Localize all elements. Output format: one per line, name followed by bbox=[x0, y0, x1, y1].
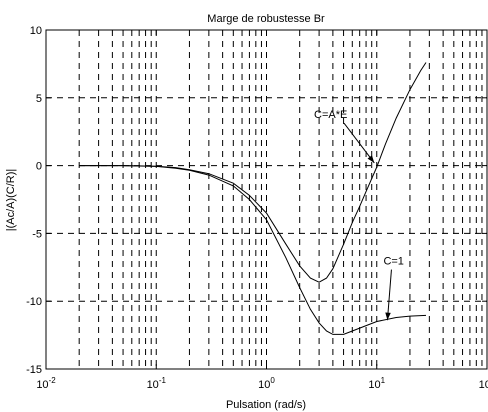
x-tick-label: 10-1 bbox=[147, 376, 167, 391]
annotation-arrow bbox=[343, 122, 375, 164]
series-line-2 bbox=[79, 165, 427, 335]
x-tick-label: 10-2 bbox=[36, 376, 56, 391]
grid bbox=[46, 30, 487, 369]
series-line-1 bbox=[79, 62, 427, 283]
annotation-label: C=1 bbox=[383, 256, 404, 268]
axes-ticks: -15 -10 -5 0 5 10 10-2 10-1 100 101 102 bbox=[26, 25, 488, 391]
x-tick-label: 100 bbox=[258, 376, 275, 391]
annotation-label: C=A*E bbox=[314, 109, 347, 121]
y-tick-label: -15 bbox=[26, 364, 42, 376]
annotation-arrowhead bbox=[385, 312, 391, 321]
y-axis-label: |(Ac/A)(C/R)| bbox=[5, 169, 17, 232]
y-tick-label: 5 bbox=[36, 93, 42, 105]
y-tick-label: 0 bbox=[36, 161, 42, 173]
chart-title: Marge de robustesse Br bbox=[207, 13, 325, 25]
series-group bbox=[79, 62, 427, 335]
annotation-arrowhead bbox=[367, 155, 375, 163]
y-tick-label: -10 bbox=[26, 296, 42, 308]
annotation-arrow bbox=[386, 269, 392, 321]
x-tick-label: 102 bbox=[479, 376, 488, 391]
annotations: C=A*E C=1 bbox=[314, 109, 404, 321]
y-tick-label: 10 bbox=[30, 25, 42, 37]
y-tick-label: -5 bbox=[32, 228, 42, 240]
x-axis-label: Pulsation (rad/s) bbox=[226, 399, 306, 411]
x-tick-label: 101 bbox=[368, 376, 385, 391]
